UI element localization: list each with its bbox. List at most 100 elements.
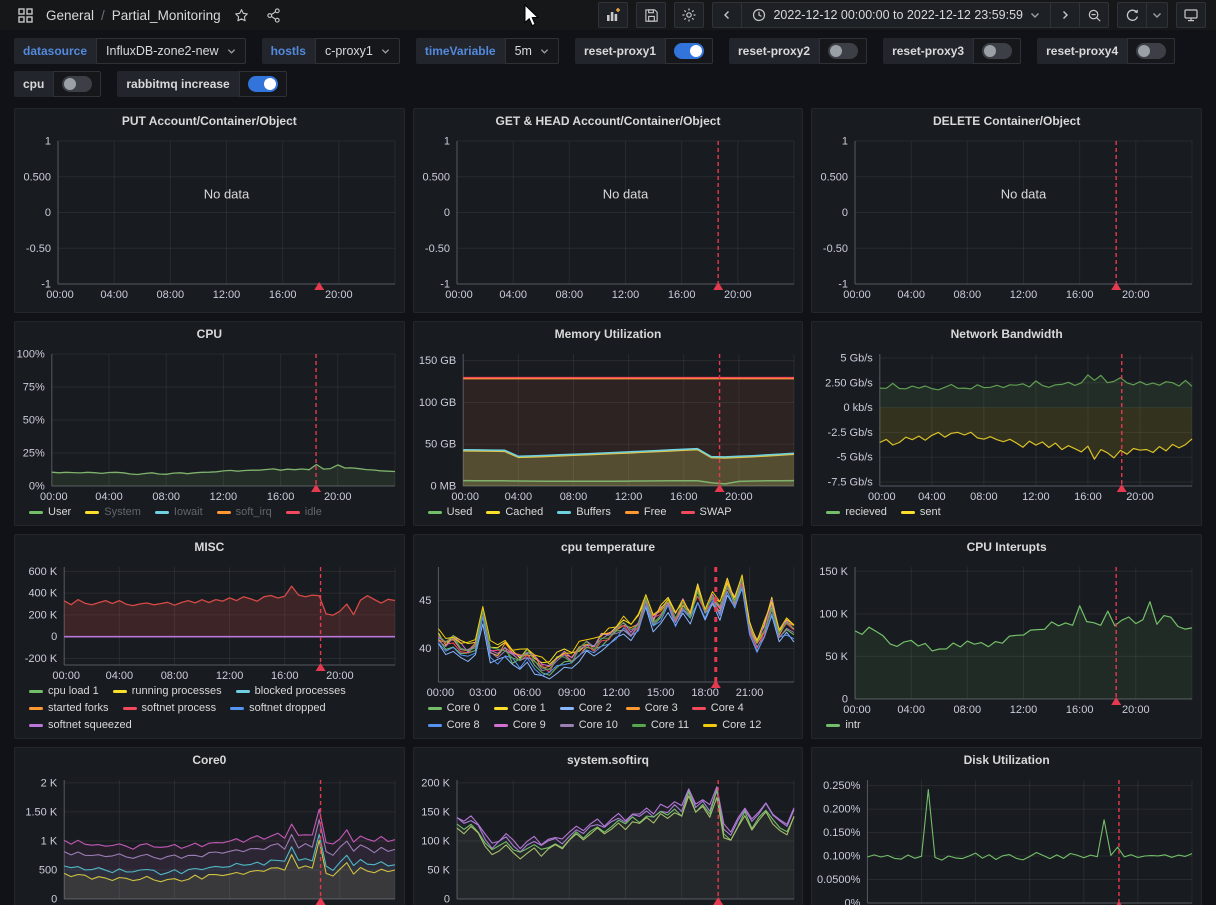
legend-item-Core-12[interactable]: Core 12 <box>703 718 761 733</box>
legend-item-softnet-process[interactable]: softnet process <box>122 701 216 716</box>
legend-label: Buffers <box>576 506 611 518</box>
time-range-button[interactable]: 2022-12-12 00:00:00 to 2022-12-12 23:59:… <box>741 2 1051 28</box>
panel-title[interactable]: CPU <box>196 327 222 341</box>
annotation-marker[interactable] <box>1114 901 1124 905</box>
y-tick-label: 0 MB <box>430 481 456 493</box>
variable-toggle[interactable] <box>53 71 102 97</box>
y-tick-label: 1 K <box>41 835 58 847</box>
annotation-marker[interactable] <box>712 282 723 290</box>
series-series-yellow <box>63 839 396 883</box>
refresh-interval-button[interactable] <box>1146 2 1168 28</box>
breadcrumb-page[interactable]: Partial_Monitoring <box>111 7 221 23</box>
variable-toggle[interactable] <box>238 71 287 97</box>
legend-item-Buffers[interactable]: Buffers <box>557 505 611 520</box>
chevron-left-icon <box>724 11 730 19</box>
annotation-marker[interactable] <box>315 663 326 671</box>
time-shift-forward-button[interactable] <box>1050 2 1080 28</box>
legend-item-Core-4[interactable]: Core 4 <box>691 701 744 716</box>
annotation-marker[interactable] <box>1111 282 1122 290</box>
legend-item-Used[interactable]: Used <box>427 505 472 520</box>
legend-item-Core-10[interactable]: Core 10 <box>559 718 618 733</box>
refresh-button[interactable] <box>1117 2 1147 28</box>
annotation-marker[interactable] <box>1117 484 1128 492</box>
panel-title[interactable]: Memory Utilization <box>554 327 662 341</box>
share-icon[interactable] <box>263 4 285 26</box>
apps-grid-icon[interactable] <box>14 4 36 26</box>
annotation-marker[interactable] <box>710 680 721 688</box>
dashboard-settings-button[interactable] <box>674 2 705 28</box>
panel-legend: User System Iowait soft_irq idle <box>15 504 404 525</box>
legend-item-SWAP[interactable]: SWAP <box>680 505 732 520</box>
annotation-marker[interactable] <box>1111 697 1122 705</box>
time-shift-back-button[interactable] <box>712 2 743 28</box>
panel-title[interactable]: Disk Utilization <box>963 753 1050 767</box>
panel-title[interactable]: CPU Interupts <box>966 540 1047 554</box>
legend-item-sent[interactable]: sent <box>900 505 941 520</box>
variable-select[interactable]: 5m <box>504 38 559 64</box>
legend-item-softnet-dropped[interactable]: softnet dropped <box>230 701 326 716</box>
legend-item-Free[interactable]: Free <box>624 505 667 520</box>
legend-item-Core-1[interactable]: Core 1 <box>493 701 546 716</box>
chevron-down-icon <box>381 48 390 54</box>
legend-swatch <box>427 511 442 514</box>
annotation-marker[interactable] <box>712 897 723 905</box>
series-series-teal <box>64 833 396 876</box>
panel-legend <box>812 302 1201 312</box>
legend-item-blocked-processes[interactable]: blocked processes <box>235 684 346 699</box>
legend-item-intr[interactable]: intr <box>826 718 861 733</box>
annotation-marker[interactable] <box>314 282 325 290</box>
panel-title[interactable]: GET & HEAD Account/Container/Object <box>495 114 721 128</box>
legend-item-Core-9[interactable]: Core 9 <box>493 718 546 733</box>
legend-item-recieved[interactable]: recieved <box>826 505 887 520</box>
legend-item-Cached[interactable]: Cached <box>486 505 543 520</box>
y-tick-label: -5 Gb/s <box>837 452 874 464</box>
variable-toggle[interactable] <box>1127 38 1176 64</box>
panel-title[interactable]: MISC <box>194 540 225 554</box>
legend-item-Core-3[interactable]: Core 3 <box>625 701 678 716</box>
legend-item-Core-8[interactable]: Core 8 <box>427 718 480 733</box>
x-tick-label: 20:00 <box>325 289 353 301</box>
legend-item-Core-0[interactable]: Core 0 <box>427 701 480 716</box>
legend-item-cpu-load-1[interactable]: cpu load 1 <box>29 684 99 699</box>
legend-item-User[interactable]: User <box>29 505 71 520</box>
variable-select[interactable]: InfluxDB-zone2-new <box>96 38 246 64</box>
series-series-purple <box>63 819 396 860</box>
add-panel-button[interactable] <box>598 2 629 28</box>
annotation-marker[interactable] <box>714 484 725 492</box>
panel-title[interactable]: cpu temperature <box>560 540 655 554</box>
kiosk-mode-button[interactable] <box>1176 2 1206 28</box>
panel-legend: cpu load 1 running processes blocked proce… <box>15 683 404 738</box>
variable-toggle[interactable] <box>973 38 1022 64</box>
series-series-lavender <box>456 788 795 853</box>
breadcrumb-section[interactable]: General <box>46 7 95 23</box>
breadcrumb: General / Partial_Monitoring <box>46 8 221 23</box>
legend-item-softnet-squeezed[interactable]: softnet squeezed <box>29 718 132 733</box>
panel-title[interactable]: system.softirq <box>566 753 649 767</box>
legend-label: running processes <box>131 685 222 697</box>
legend-item-started-forks[interactable]: started forks <box>29 701 109 716</box>
variable-toggle[interactable] <box>819 38 868 64</box>
legend-item-running-processes[interactable]: running processes <box>112 684 222 699</box>
annotation-marker[interactable] <box>311 484 322 492</box>
variable-toggle[interactable] <box>665 38 714 64</box>
y-tick-label: -0.50 <box>26 243 51 255</box>
panel-title[interactable]: PUT Account/Container/Object <box>121 114 297 128</box>
y-tick-label: -0.50 <box>823 243 848 255</box>
annotation-marker[interactable] <box>315 897 326 905</box>
variable-select[interactable]: c-proxy1 <box>314 38 400 64</box>
save-dashboard-button[interactable] <box>636 2 667 28</box>
no-data-text: No data <box>602 187 648 202</box>
legend-item-idle[interactable]: idle <box>285 505 322 520</box>
y-tick-label: 0 <box>51 631 57 643</box>
x-tick-label: 20:00 <box>1122 289 1150 301</box>
legend-item-System[interactable]: System <box>85 505 141 520</box>
panel-title[interactable]: Core0 <box>192 753 227 767</box>
legend-item-soft_irq[interactable]: soft_irq <box>216 505 272 520</box>
star-icon[interactable] <box>231 4 253 26</box>
legend-item-Core-2[interactable]: Core 2 <box>559 701 612 716</box>
panel-title[interactable]: Network Bandwidth <box>950 327 1063 341</box>
zoom-out-time-button[interactable] <box>1079 2 1109 28</box>
legend-item-Core-11[interactable]: Core 11 <box>631 718 689 733</box>
panel-title[interactable]: DELETE Container/Object <box>932 114 1081 128</box>
legend-item-Iowait[interactable]: Iowait <box>154 505 203 520</box>
